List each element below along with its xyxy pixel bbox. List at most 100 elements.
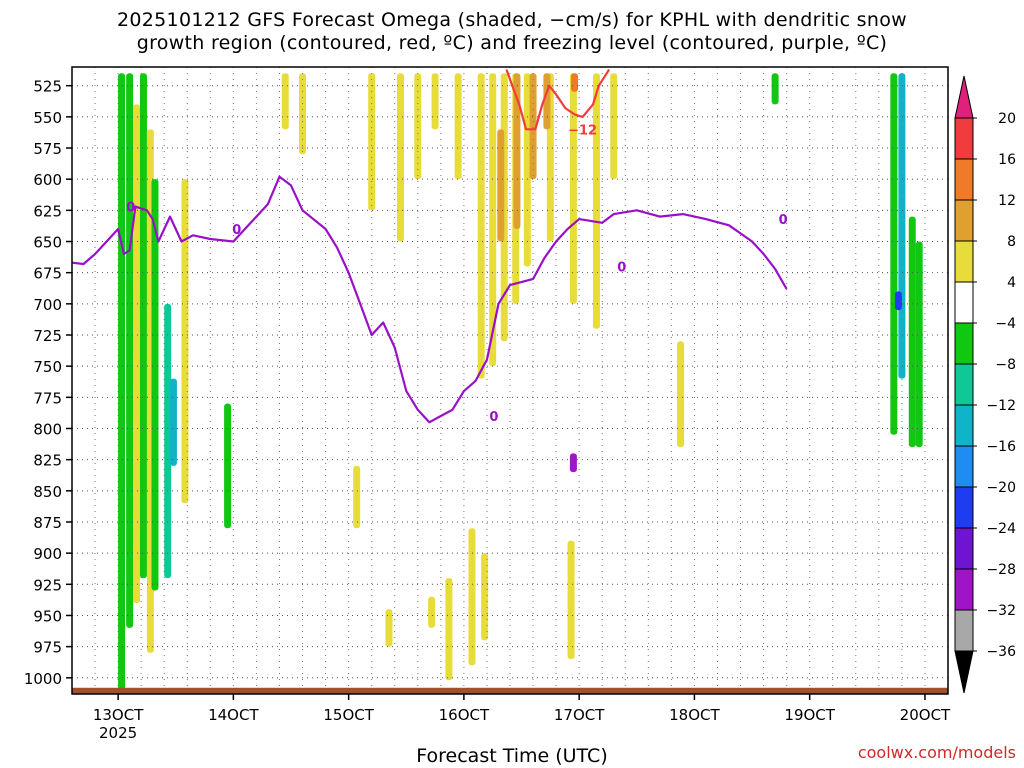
colorbar-segment (954, 363, 974, 406)
x-tick-label: 19OCT (784, 706, 835, 724)
omega-shading (118, 73, 923, 693)
contour-label: 0 (232, 223, 241, 238)
x-tick-label: 15OCT (323, 706, 374, 724)
chart-title: 2025101212 GFS Forecast Omega (shaded, −… (117, 9, 907, 31)
plot-frame (71, 66, 949, 695)
omega-cell (454, 73, 462, 180)
colorbar-label: −20 (986, 480, 1016, 496)
omega-cell (489, 73, 497, 367)
credit-link[interactable]: coolwx.com/models (857, 743, 1016, 762)
omega-cell (445, 578, 453, 681)
omega-cell (677, 341, 685, 448)
omega-cell (481, 553, 489, 641)
omega-cell (592, 73, 600, 329)
x-axis-title: Forecast Time (UTC) (416, 745, 608, 767)
x-tick-label: 18OCT (669, 706, 720, 724)
colorbar-label: −4 (995, 316, 1016, 332)
colorbar-label: 8 (1007, 234, 1016, 250)
colorbar-label: 20 (998, 111, 1016, 127)
colorbar-segment (954, 445, 974, 488)
y-tick-label: 825 (33, 452, 62, 470)
y-tick-label: 775 (33, 389, 62, 407)
omega-cell (468, 528, 476, 666)
omega-cell (523, 73, 531, 267)
y-tick-label: 750 (33, 358, 62, 376)
colorbar-segment (954, 404, 974, 447)
colorbar-label: 4 (1007, 275, 1016, 291)
omega-cell (139, 73, 147, 579)
y-tick-label: 550 (33, 109, 62, 127)
omega-cell (890, 73, 898, 435)
y-tick-label: 700 (33, 296, 62, 314)
omega-cell (164, 303, 172, 579)
omega-cell (126, 73, 134, 628)
x-tick-label: 14OCT (208, 706, 259, 724)
y-tick-label: 525 (33, 78, 62, 96)
omega-cell (133, 104, 141, 604)
colorbar-label: −8 (995, 357, 1016, 373)
colorbar-arrow-bottom (954, 650, 974, 694)
x-tick-label: 16OCT (439, 706, 490, 724)
colorbar-segment (954, 322, 974, 365)
omega-cell (771, 73, 779, 105)
y-tick-label: 800 (33, 420, 62, 438)
y-tick-label: 625 (33, 202, 62, 220)
colorbar-label: 12 (998, 193, 1016, 209)
y-axis: 525 550 575 600 625 650 675 700 725 750 775 800 825 8… (24, 78, 72, 688)
colorbar: 20 16 12 8 4 −4 −8 −12 −16 −20 −24 −28 −32 −36 (954, 75, 1016, 694)
colorbar-label: −36 (986, 644, 1016, 660)
y-tick-label: 950 (33, 607, 62, 625)
omega-cell (569, 73, 577, 304)
contour-line (505, 68, 611, 131)
colorbar-label: −16 (986, 439, 1016, 455)
colorbar-segment (954, 568, 974, 611)
colorbar-segment (954, 527, 974, 570)
omega-cell (224, 403, 232, 529)
contour-label: 0 (489, 410, 498, 425)
omega-cell (915, 241, 923, 448)
omega-cell (181, 179, 189, 504)
omega-cell (567, 540, 575, 660)
colorbar-segment (954, 117, 974, 160)
omega-cell (414, 73, 422, 180)
omega-cell (571, 73, 579, 92)
omega-cell (497, 129, 505, 242)
colorbar-label: −24 (986, 521, 1016, 537)
y-tick-label: 600 (33, 171, 62, 189)
omega-cell (169, 378, 177, 466)
contour-lines: 0 0 0 0 0 −12 (72, 68, 788, 425)
omega-cell (368, 73, 376, 211)
y-tick-label: 975 (33, 639, 62, 657)
y-tick-label: 1000 (24, 670, 62, 688)
x-tick-label: 13OCT (93, 706, 144, 724)
y-tick-label: 925 (33, 576, 62, 594)
omega-cell (281, 73, 289, 130)
colorbar-segment (954, 199, 974, 242)
chart-subtitle: growth region (contoured, red, ºC) and f… (136, 32, 888, 54)
contour-label: 0 (126, 201, 135, 216)
y-tick-label: 900 (33, 545, 62, 563)
contour-label: 0 (779, 213, 788, 228)
contour-label: −12 (568, 123, 597, 138)
plot-area (72, 67, 948, 694)
omega-cell (353, 465, 361, 529)
omega-cell (908, 216, 916, 448)
omega-cell (529, 73, 537, 180)
omega-cell (894, 291, 902, 311)
contour-line (72, 175, 788, 424)
omega-cell (898, 73, 906, 379)
y-tick-label: 875 (33, 514, 62, 532)
colorbar-label: −28 (986, 562, 1016, 578)
grid (72, 67, 948, 694)
omega-cell (299, 73, 307, 155)
colorbar-arrow-top (954, 75, 974, 119)
colorbar-label: −12 (986, 398, 1016, 414)
omega-cell (431, 73, 439, 130)
y-tick-label: 650 (33, 234, 62, 252)
colorbar-segment (954, 158, 974, 201)
omega-cell (151, 179, 159, 591)
y-tick-label: 675 (33, 265, 62, 283)
colorbar-segment (954, 281, 974, 324)
y-tick-label: 725 (33, 327, 62, 345)
